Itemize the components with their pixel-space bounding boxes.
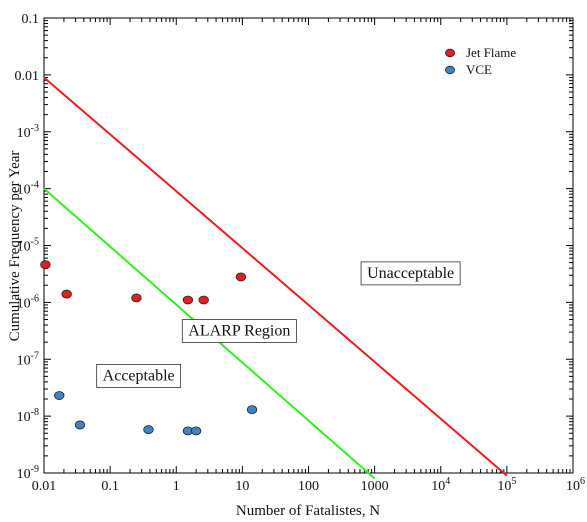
region-labels: Unacceptable ALARP Region Acceptable xyxy=(96,261,461,388)
point-jet-flame xyxy=(61,289,72,299)
y-tick-label: 10-7 xyxy=(17,350,39,368)
x-tick-label: 0.1 xyxy=(101,479,119,494)
point-vce xyxy=(74,420,86,430)
axis-ticks xyxy=(43,17,574,474)
y-tick-label: 10-6 xyxy=(17,293,39,311)
region-label-box xyxy=(96,364,182,388)
x-tick-labels: 0.01 0.1 1 10 100 1000 104 105 106 xyxy=(32,476,585,494)
y-tick-label: 10-5 xyxy=(17,237,39,255)
x-tick-label: 0.01 xyxy=(32,479,57,494)
y-tick-label: 10-3 xyxy=(17,123,39,141)
point-vce xyxy=(143,425,154,434)
criterion-line-0 xyxy=(43,76,508,477)
y-tick-label: 10-4 xyxy=(17,180,39,198)
point-vce xyxy=(246,405,258,415)
y-tick-label: 10-8 xyxy=(17,407,39,425)
legend-marker xyxy=(445,48,455,58)
point-jet-flame xyxy=(198,295,209,305)
x-tick-label: 106 xyxy=(566,476,585,494)
y-tick-label: 10-9 xyxy=(17,464,39,482)
region-label: ALARP Region xyxy=(188,323,290,340)
legend-marker xyxy=(445,65,455,75)
point-jet-flame xyxy=(131,293,142,303)
x-tick-label: 1000 xyxy=(361,479,389,494)
y-tick-label: 0.1 xyxy=(22,12,40,27)
y-axis-label: Cumulative Frequency per Year xyxy=(7,151,23,342)
legend: Jet Flame VCE xyxy=(445,45,516,77)
x-tick-label: 10 xyxy=(235,479,249,494)
region-label: Acceptable xyxy=(103,367,175,384)
x-tick-label: 100 xyxy=(298,479,319,494)
point-vce xyxy=(54,391,65,400)
point-jet-flame xyxy=(40,260,51,270)
y-tick-label: 0.01 xyxy=(15,69,40,84)
point-jet-flame xyxy=(235,272,247,282)
data-points xyxy=(40,260,258,436)
point-vce xyxy=(190,426,202,436)
region-label-box xyxy=(181,319,297,343)
point-jet-flame xyxy=(182,295,194,305)
legend-label: VCE xyxy=(466,62,492,77)
region-label-box xyxy=(360,261,461,286)
region-label: Unacceptable xyxy=(367,265,454,282)
plot-area xyxy=(43,17,574,474)
legend-label: Jet Flame xyxy=(466,45,516,60)
x-tick-label: 104 xyxy=(431,476,450,494)
x-tick-label: 105 xyxy=(497,476,516,494)
x-axis-label: Number of Fatalistes, N xyxy=(236,503,380,519)
x-tick-label: 1 xyxy=(173,479,180,494)
y-tick-labels: 0.1 0.01 10-3 10-4 10-5 10-6 10-7 10-8 10-9 xyxy=(15,12,40,482)
